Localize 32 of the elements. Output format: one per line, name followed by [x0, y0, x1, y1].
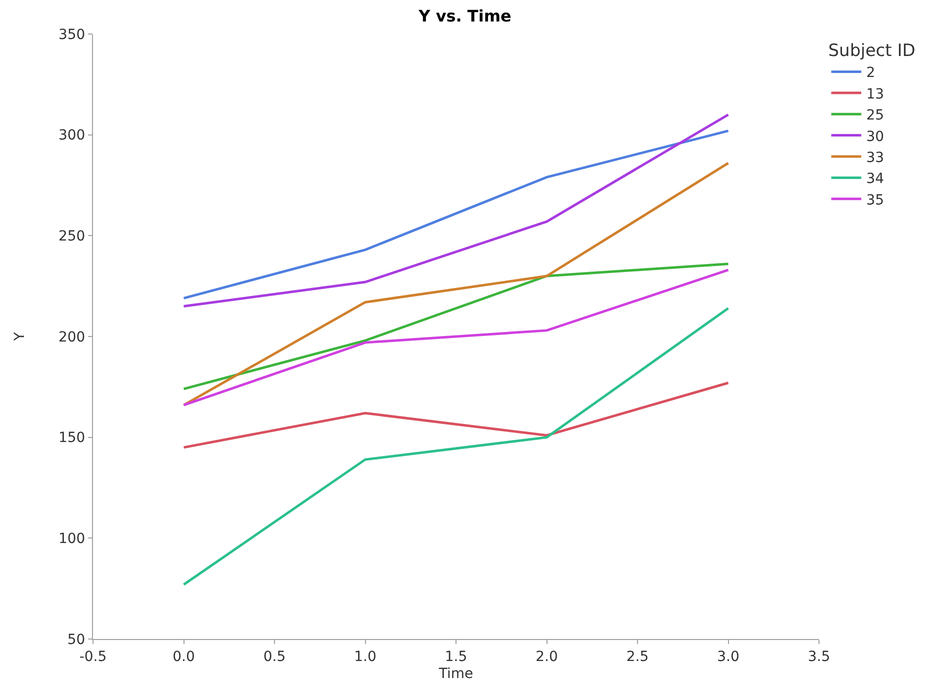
line-series — [182, 307, 730, 586]
legend-label: 2 — [866, 65, 876, 82]
x-tick-label: 3.0 — [717, 648, 740, 665]
x-tick-label: 0.0 — [172, 648, 195, 665]
y-tick-label: 200 — [58, 329, 86, 346]
x-tick-label: -0.5 — [79, 648, 107, 665]
y-tick-label: 150 — [58, 430, 86, 446]
line-series — [182, 262, 730, 390]
chart-title: Y vs. Time — [418, 6, 512, 26]
x-tick-label: 3.5 — [808, 648, 830, 665]
line-series — [182, 162, 730, 406]
legend-label: 33 — [866, 150, 884, 166]
y-tick-label: 100 — [58, 531, 86, 548]
legend-title: Subject ID — [828, 41, 916, 62]
y-tick-label: 300 — [58, 128, 86, 144]
x-tick-label: 2.5 — [626, 648, 649, 665]
legend-label: 30 — [866, 128, 884, 145]
legend-label: 35 — [866, 192, 884, 208]
y-axis-title: Y — [12, 332, 28, 342]
line-series — [182, 382, 730, 449]
x-axis-title: Time — [438, 666, 474, 682]
x-tick-label: 1.0 — [354, 648, 376, 665]
x-tick-label: 2.0 — [536, 648, 558, 665]
y-tick-label: 250 — [58, 228, 86, 245]
y-tick-label: 350 — [58, 26, 86, 43]
legend-label: 34 — [866, 171, 884, 188]
line-series — [182, 268, 730, 406]
legend-label: 13 — [866, 86, 884, 102]
x-tick-label: 0.5 — [263, 648, 286, 665]
legend-label: 25 — [866, 108, 884, 124]
y-tick-label: 50 — [67, 632, 86, 648]
x-tick-label: 1.5 — [444, 648, 468, 665]
